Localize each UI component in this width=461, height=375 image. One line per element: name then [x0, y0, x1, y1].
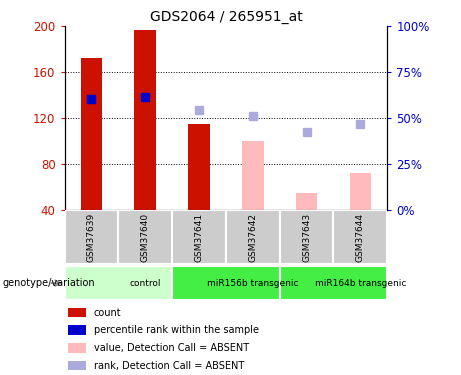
Text: rank, Detection Call = ABSENT: rank, Detection Call = ABSENT — [94, 361, 244, 371]
Bar — [226, 210, 280, 264]
Text: GSM37640: GSM37640 — [141, 213, 150, 262]
Bar — [65, 210, 118, 264]
Bar — [68, 308, 86, 317]
Text: miR156b transgenic: miR156b transgenic — [207, 279, 299, 288]
Bar — [135, 30, 156, 210]
Text: GSM37644: GSM37644 — [356, 213, 365, 262]
Text: GSM37642: GSM37642 — [248, 213, 257, 262]
Text: count: count — [94, 308, 121, 318]
Bar — [172, 210, 226, 264]
Bar — [242, 141, 264, 210]
Bar — [280, 210, 333, 264]
Text: percentile rank within the sample: percentile rank within the sample — [94, 326, 259, 336]
Bar — [68, 361, 86, 370]
Bar — [68, 343, 86, 352]
Text: control: control — [130, 279, 161, 288]
Bar — [296, 193, 317, 210]
Text: genotype/variation: genotype/variation — [2, 278, 95, 288]
Bar — [333, 210, 387, 264]
Text: GSM37643: GSM37643 — [302, 213, 311, 262]
Title: GDS2064 / 265951_at: GDS2064 / 265951_at — [149, 10, 302, 24]
Bar — [81, 58, 102, 210]
Bar — [68, 326, 86, 335]
Bar — [65, 266, 172, 300]
Text: GSM37639: GSM37639 — [87, 213, 96, 262]
Bar — [172, 266, 280, 300]
Bar — [118, 210, 172, 264]
Bar — [280, 266, 387, 300]
Text: value, Detection Call = ABSENT: value, Detection Call = ABSENT — [94, 343, 248, 353]
Text: GSM37641: GSM37641 — [195, 213, 203, 262]
Bar — [188, 124, 210, 210]
Bar — [349, 173, 371, 210]
Text: miR164b transgenic: miR164b transgenic — [315, 279, 406, 288]
